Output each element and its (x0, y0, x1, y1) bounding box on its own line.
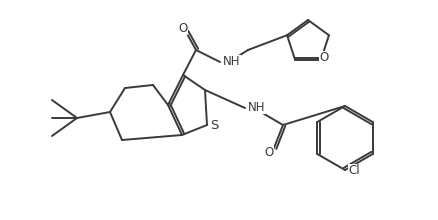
Text: S: S (210, 119, 218, 132)
Text: O: O (319, 51, 328, 64)
Text: O: O (265, 145, 274, 158)
Text: Cl: Cl (348, 163, 360, 176)
Text: NH: NH (248, 101, 265, 114)
Text: O: O (178, 22, 187, 35)
Text: NH: NH (223, 55, 240, 68)
